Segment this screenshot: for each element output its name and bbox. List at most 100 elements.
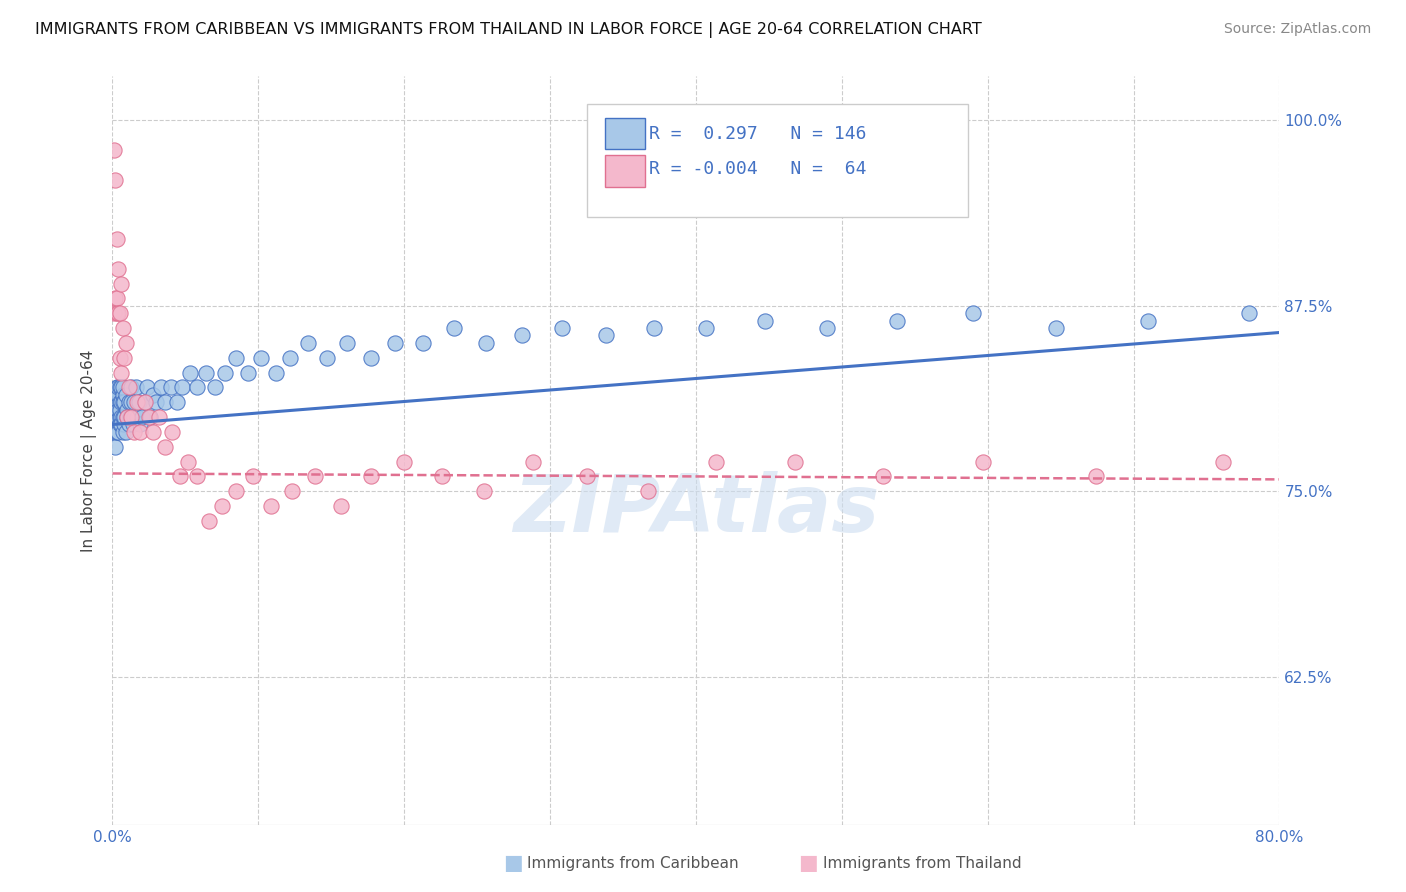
Point (1137, 313, 1160, 327)
Point (115, 410, 138, 425)
Point (105, 417, 128, 432)
Point (204, 380, 226, 394)
Point (297, 335, 319, 350)
Point (1045, 321, 1067, 335)
Point (105, 380, 128, 394)
Point (551, 321, 574, 335)
Point (115, 402, 138, 417)
Point (103, 306, 125, 320)
Point (112, 395, 135, 409)
Point (1212, 454, 1234, 468)
Point (637, 484, 659, 499)
Point (108, 410, 131, 425)
Point (110, 395, 132, 409)
Point (110, 417, 132, 432)
Point (112, 410, 135, 425)
Point (104, 410, 127, 425)
Point (430, 469, 453, 483)
Point (108, 351, 131, 365)
Point (474, 484, 496, 499)
Point (108, 306, 131, 320)
Point (104, 388, 127, 402)
Point (643, 321, 665, 335)
Point (120, 395, 142, 409)
Point (304, 469, 326, 483)
Point (103, 395, 125, 409)
Point (695, 321, 717, 335)
Point (107, 395, 129, 409)
Point (117, 417, 139, 432)
Point (111, 425, 134, 439)
Point (104, 395, 127, 409)
Point (512, 328, 534, 343)
Point (110, 277, 132, 291)
Point (149, 380, 172, 394)
FancyBboxPatch shape (605, 155, 644, 186)
Point (105, 402, 128, 417)
Point (107, 425, 129, 439)
Point (111, 388, 134, 402)
Text: ■: ■ (799, 854, 818, 873)
Point (107, 410, 129, 425)
Point (120, 410, 142, 425)
Point (443, 321, 465, 335)
Point (142, 388, 165, 402)
Point (108, 395, 131, 409)
Point (160, 380, 183, 394)
Point (111, 321, 134, 335)
Point (142, 425, 165, 439)
Text: Immigrants from Caribbean: Immigrants from Caribbean (527, 856, 740, 871)
Point (194, 366, 217, 380)
Point (412, 335, 434, 350)
Point (785, 454, 807, 468)
Text: R =  0.297   N = 146: R = 0.297 N = 146 (650, 125, 866, 143)
Point (105, 292, 128, 306)
Point (153, 395, 176, 409)
Point (107, 388, 129, 402)
Point (110, 410, 132, 425)
Point (105, 306, 128, 320)
Point (110, 366, 132, 380)
Point (280, 351, 302, 365)
Point (117, 395, 139, 409)
Text: IMMIGRANTS FROM CARIBBEAN VS IMMIGRANTS FROM THAILAND IN LABOR FORCE | AGE 20-64: IMMIGRANTS FROM CARIBBEAN VS IMMIGRANTS … (35, 22, 981, 38)
Text: R = -0.004   N =  64: R = -0.004 N = 64 (650, 161, 866, 178)
Point (754, 313, 776, 327)
Point (330, 499, 353, 513)
Point (103, 143, 125, 157)
Point (108, 417, 131, 432)
Point (110, 380, 132, 394)
Point (242, 469, 264, 483)
Point (111, 380, 134, 394)
Point (129, 417, 152, 432)
Point (103, 410, 125, 425)
Point (134, 395, 156, 409)
Point (872, 469, 894, 483)
Point (115, 410, 138, 425)
Point (139, 410, 162, 425)
Point (122, 417, 145, 432)
Y-axis label: In Labor Force | Age 20-64: In Labor Force | Age 20-64 (80, 350, 97, 551)
Point (153, 440, 176, 454)
Point (105, 395, 128, 409)
Text: Source: ZipAtlas.com: Source: ZipAtlas.com (1223, 22, 1371, 37)
Point (575, 469, 598, 483)
Point (120, 380, 142, 394)
Point (148, 410, 170, 425)
Point (105, 410, 128, 425)
Point (972, 454, 994, 468)
Point (118, 410, 141, 425)
Point (166, 395, 188, 409)
Point (384, 335, 406, 350)
Point (522, 454, 544, 468)
Point (360, 469, 382, 483)
Point (107, 380, 129, 394)
Point (962, 306, 984, 320)
Text: ■: ■ (503, 854, 523, 873)
Point (186, 469, 208, 483)
Point (105, 425, 128, 439)
Point (316, 351, 339, 365)
Point (186, 380, 208, 394)
Point (112, 417, 135, 432)
Point (127, 395, 149, 409)
